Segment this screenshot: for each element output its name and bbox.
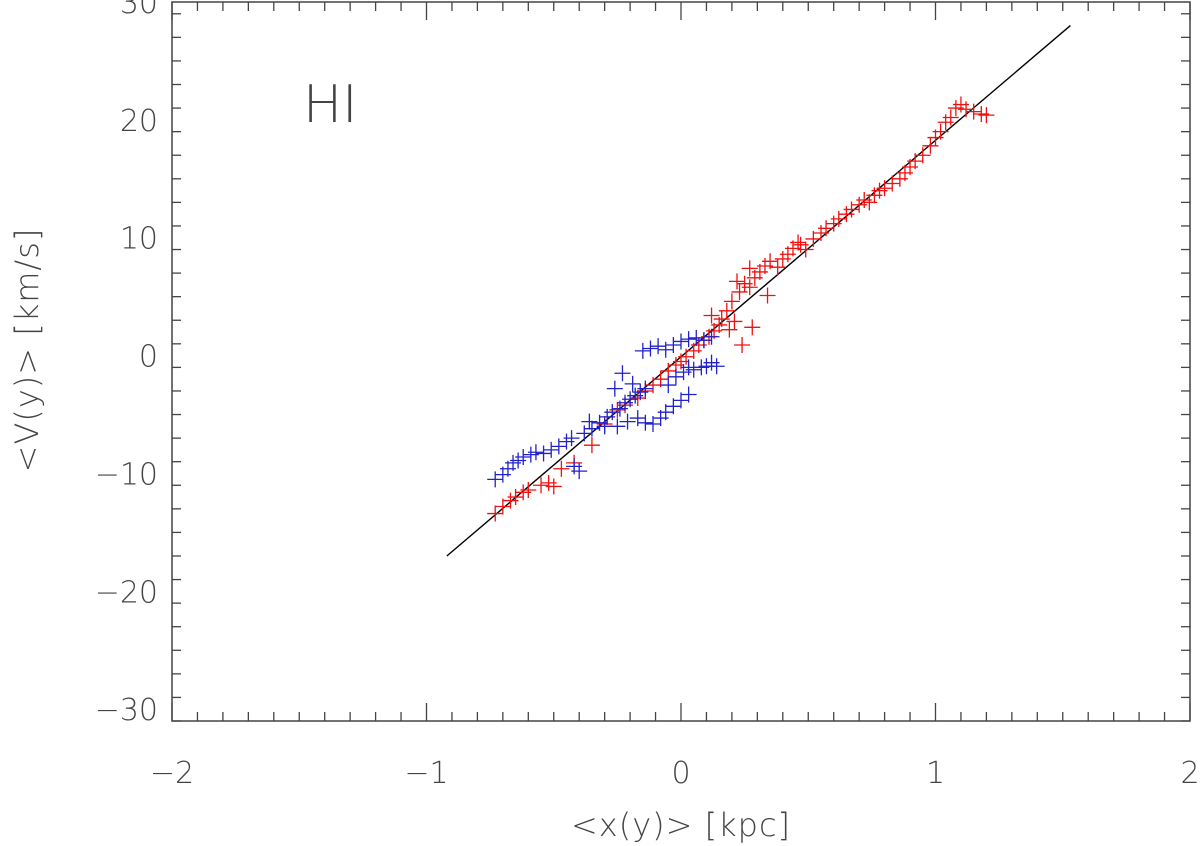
red-data-point	[728, 273, 745, 290]
blue-data-point	[695, 332, 712, 349]
red-data-point	[932, 123, 949, 140]
y-tick-label: 20	[120, 104, 158, 139]
red-data-point	[958, 101, 975, 118]
red-data-point	[759, 287, 776, 304]
blue-data-point	[660, 377, 677, 394]
red-data-point	[741, 260, 758, 277]
red-data-point	[583, 437, 600, 454]
blue-data-point	[550, 438, 567, 455]
blue-data-point	[634, 342, 651, 359]
blue-data-point	[596, 418, 613, 435]
red-data-point	[741, 279, 758, 296]
blue-data-point	[650, 338, 667, 355]
red-data-point	[922, 137, 939, 154]
blue-data-point	[487, 471, 504, 488]
blue-data-point	[563, 430, 580, 447]
blue-data-point	[637, 414, 654, 431]
blue-data-point	[629, 410, 646, 427]
fit-line	[446, 25, 1071, 557]
blue-data-point	[665, 336, 682, 353]
blue-data-point	[606, 380, 623, 397]
y-tick-label: −10	[95, 457, 158, 492]
red-data-point	[790, 234, 807, 251]
y-tick-label: −20	[95, 575, 158, 610]
red-data-point	[723, 293, 740, 310]
red-data-point	[942, 109, 959, 126]
blue-data-point	[581, 413, 598, 430]
y-tick-label: 0	[139, 340, 158, 375]
red-data-point	[978, 107, 995, 124]
red-data-point	[487, 505, 504, 522]
blue-data-point	[604, 404, 621, 421]
blue-data-point	[680, 386, 697, 403]
red-data-point	[553, 460, 570, 477]
axis-ticks	[171, 2, 1191, 722]
blue-data-point	[624, 375, 641, 392]
panel-annotation: HI	[303, 75, 357, 135]
red-data-point	[734, 336, 751, 353]
x-axis-label: <x(y)> [kpc]	[571, 806, 791, 844]
red-data-point	[713, 311, 730, 328]
blue-data-point	[657, 341, 674, 358]
blue-data-point	[685, 361, 702, 378]
red-data-point	[884, 175, 901, 192]
red-data-point	[731, 283, 748, 300]
x-tick-label: −2	[150, 756, 194, 791]
blue-data-point	[673, 333, 689, 350]
blue-data-point	[535, 445, 552, 462]
red-data-point	[744, 319, 761, 336]
blue-data-point	[515, 448, 532, 465]
y-tick-label: 30	[120, 0, 158, 21]
blue-data-point	[614, 365, 631, 382]
red-data-point	[533, 477, 550, 494]
data-points	[487, 96, 995, 522]
red-data-point	[721, 321, 738, 338]
red-data-point	[718, 302, 735, 319]
red-data-point	[914, 147, 931, 164]
blue-data-point	[688, 329, 705, 346]
y-tick-label: −30	[95, 693, 158, 728]
blue-data-point	[680, 331, 697, 348]
red-data-point	[769, 259, 786, 276]
blue-data-point	[637, 380, 654, 397]
blue-data-point	[619, 413, 636, 430]
x-tick-label: 2	[1180, 756, 1199, 791]
blue-data-point	[543, 441, 560, 458]
red-data-point	[520, 481, 537, 498]
red-data-point	[545, 478, 562, 495]
y-tick-label: 10	[120, 222, 158, 257]
blue-data-point	[642, 340, 659, 357]
blue-data-point	[708, 358, 725, 375]
y-axis-label: <V(y)> [km/s]	[8, 228, 46, 473]
x-tick-label: −1	[404, 756, 448, 791]
blue-data-point	[703, 328, 720, 345]
red-data-point	[965, 103, 982, 120]
blue-data-point	[527, 444, 544, 461]
plot-frame	[171, 1, 1191, 722]
x-tick-label: 1	[926, 756, 945, 791]
red-data-point	[797, 241, 814, 258]
blue-data-point	[571, 463, 588, 480]
red-data-point	[703, 307, 720, 324]
red-data-point	[726, 313, 743, 330]
x-tick-label: 0	[671, 756, 690, 791]
